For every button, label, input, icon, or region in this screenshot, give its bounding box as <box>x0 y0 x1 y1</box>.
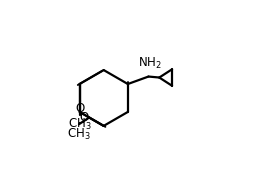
Text: CH$_3$: CH$_3$ <box>68 116 91 132</box>
Text: O: O <box>79 111 88 124</box>
Text: NH$_2$: NH$_2$ <box>138 56 162 71</box>
Text: CH$_3$: CH$_3$ <box>67 127 90 142</box>
Text: O: O <box>75 102 84 115</box>
